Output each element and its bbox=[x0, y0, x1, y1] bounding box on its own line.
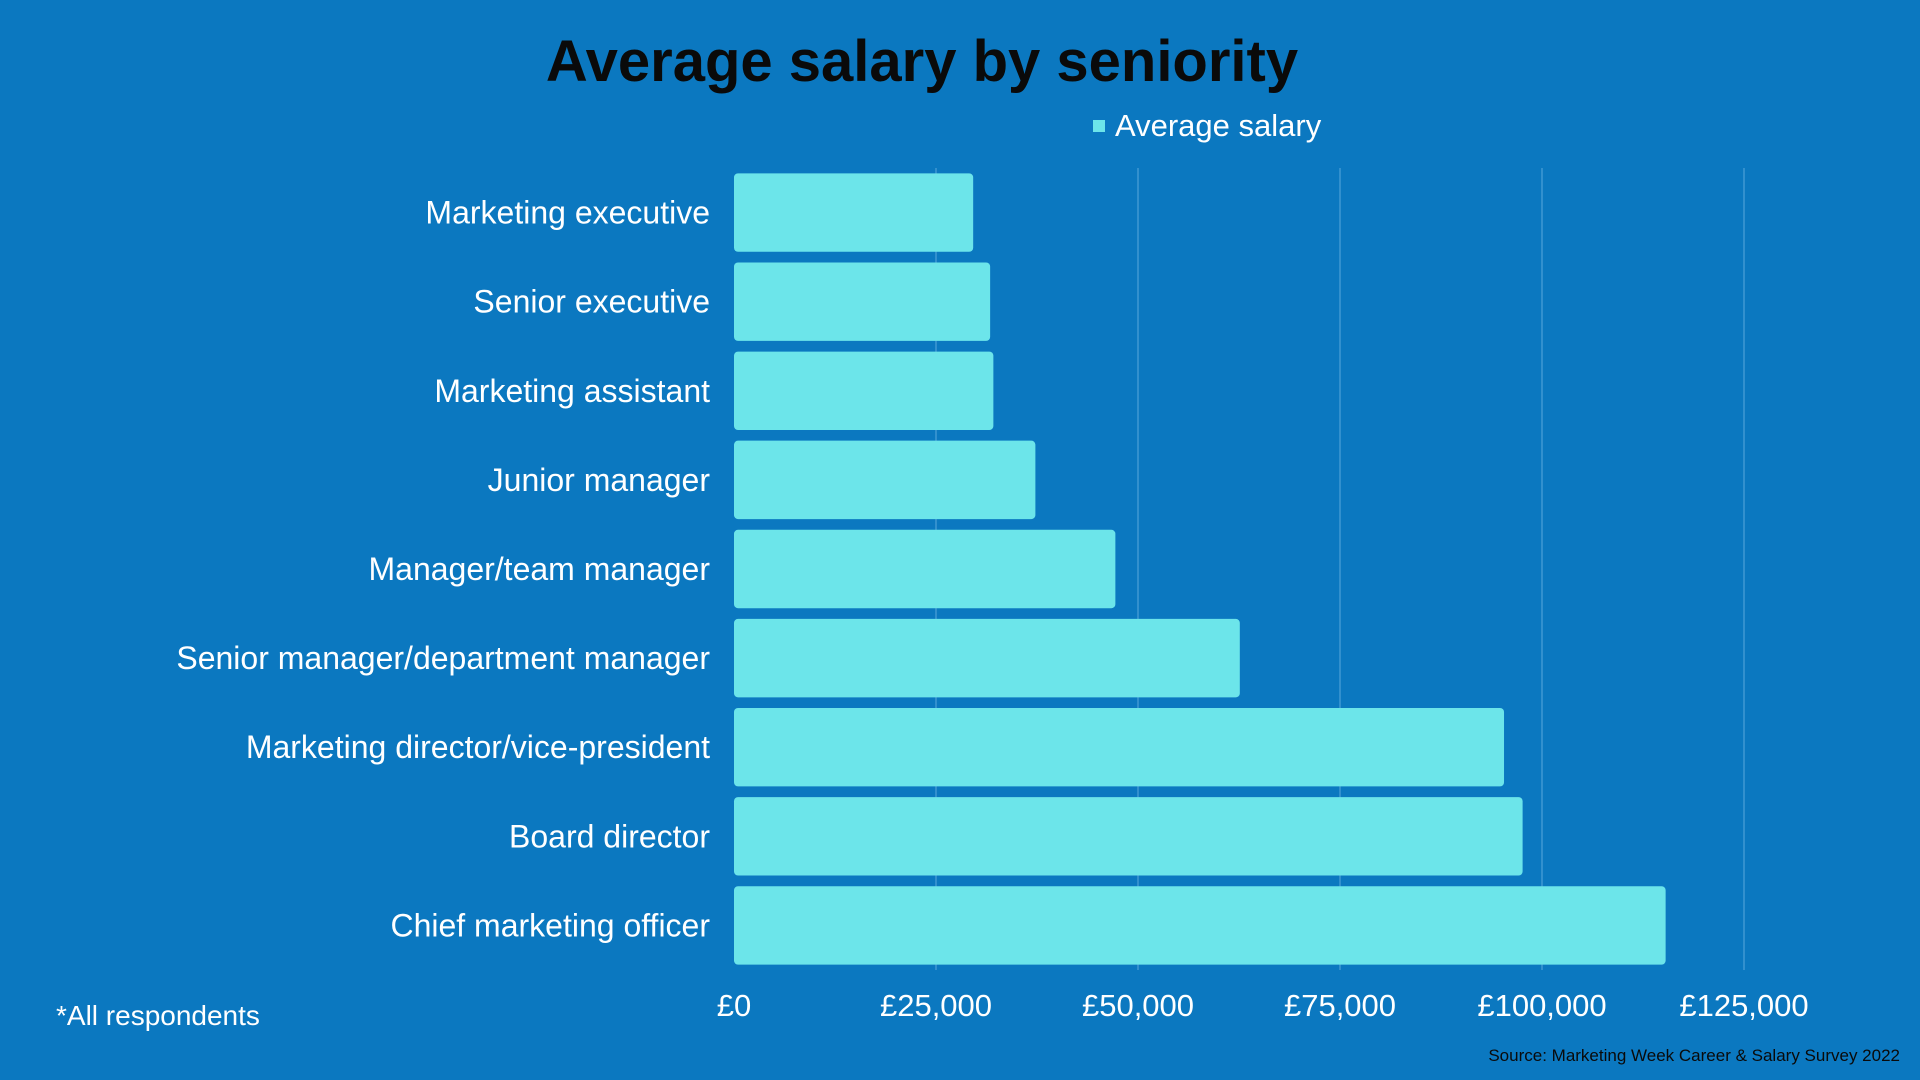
category-label: Marketing director/vice-president bbox=[246, 729, 710, 765]
chart-title: Average salary by seniority bbox=[545, 29, 1299, 94]
bar bbox=[734, 351, 994, 430]
x-tick-label: £50,000 bbox=[1082, 988, 1194, 1023]
x-tick-label: £0 bbox=[717, 988, 751, 1023]
category-label: Senior manager/department manager bbox=[176, 640, 710, 676]
bar bbox=[734, 797, 1523, 876]
x-tick-label: £25,000 bbox=[880, 988, 992, 1023]
bar bbox=[734, 886, 1666, 965]
category-label: Board director bbox=[509, 818, 710, 854]
footnote: *All respondents bbox=[56, 1000, 260, 1031]
chart-legend: Average salary bbox=[1093, 108, 1321, 144]
bar bbox=[734, 440, 1036, 520]
x-tick-label: £125,000 bbox=[1679, 988, 1808, 1023]
category-label: Chief marketing officer bbox=[390, 907, 710, 943]
bar bbox=[734, 618, 1240, 698]
category-label: Marketing assistant bbox=[434, 373, 710, 409]
bar bbox=[734, 708, 1505, 787]
legend-swatch-square-icon bbox=[1093, 120, 1105, 132]
legend-label: Average salary bbox=[1115, 108, 1322, 143]
category-label: Senior executive bbox=[473, 284, 710, 320]
category-label: Manager/team manager bbox=[368, 551, 710, 587]
x-tick-label: £75,000 bbox=[1284, 988, 1396, 1023]
bar bbox=[734, 173, 974, 252]
bar bbox=[734, 262, 991, 341]
category-label: Junior manager bbox=[488, 462, 711, 498]
bar bbox=[734, 529, 1116, 609]
x-tick-label: £100,000 bbox=[1477, 988, 1606, 1023]
source-credit: Source: Marketing Week Career & Salary S… bbox=[1488, 1046, 1900, 1065]
category-label: Marketing executive bbox=[425, 195, 710, 231]
